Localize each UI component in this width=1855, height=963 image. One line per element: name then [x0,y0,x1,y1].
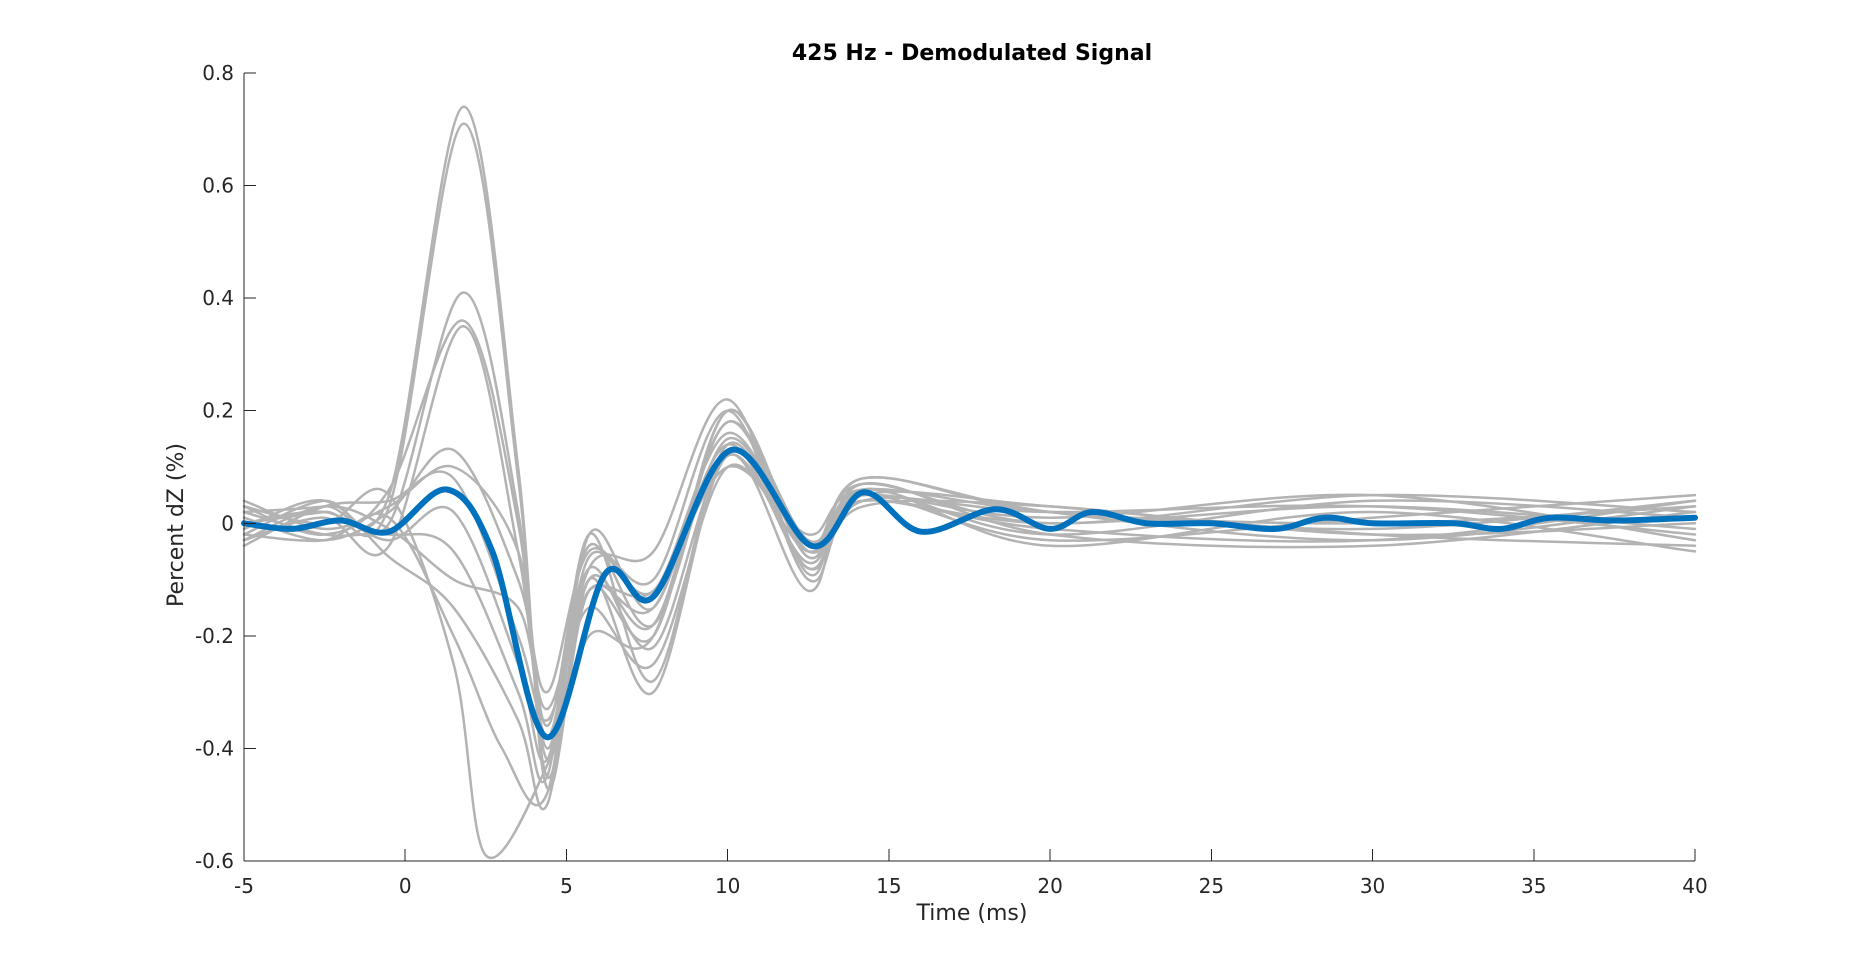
individual-trace-6 [242,409,1697,694]
x-tick-label: 20 [1037,874,1062,898]
y-tick-label: -0.2 [195,624,234,648]
chart-title: 425 Hz - Demodulated Signal [792,41,1152,66]
axes: -5 0 5 10 15 20 25 30 35 40 -0.6 -0.4 -0.2 0 0.2 0.4 0.6… [195,61,1708,898]
y-tick-label: 0.6 [202,174,234,198]
individual-trace-2 [242,122,1697,779]
individual-trace-10 [242,408,1697,860]
x-tick-label: 25 [1199,874,1224,898]
x-axis-label: Time (ms) [916,901,1028,926]
plot-area [241,105,1698,860]
individual-trace-7 [242,463,1697,722]
x-tick-label: 40 [1682,874,1707,898]
x-tick-label: 35 [1521,874,1546,898]
y-tick-label: -0.6 [195,849,234,873]
individual-trace-11 [242,420,1697,807]
y-tick-label: 0 [221,511,234,535]
individual-trace-12 [242,398,1697,764]
x-tick-label: 30 [1360,874,1385,898]
individual-trace-1 [242,105,1697,791]
individual-trace-9 [242,453,1697,811]
x-tick-label: 15 [876,874,901,898]
mean-trace [241,446,1698,741]
y-tick-label: 0.2 [202,399,234,423]
x-tick-label: -5 [234,874,254,898]
x-tick-label: 0 [399,874,412,898]
y-tick-label: 0.4 [202,286,234,310]
y-tick-label: 0.8 [202,61,234,85]
individual-trace-13 [242,436,1697,728]
individual-trace-8 [242,441,1697,784]
y-tick-label: -0.4 [195,736,234,760]
y-axis-label: Percent dZ (%) [164,443,189,607]
x-tick-label: 5 [560,874,573,898]
x-tick-label: 10 [715,874,740,898]
